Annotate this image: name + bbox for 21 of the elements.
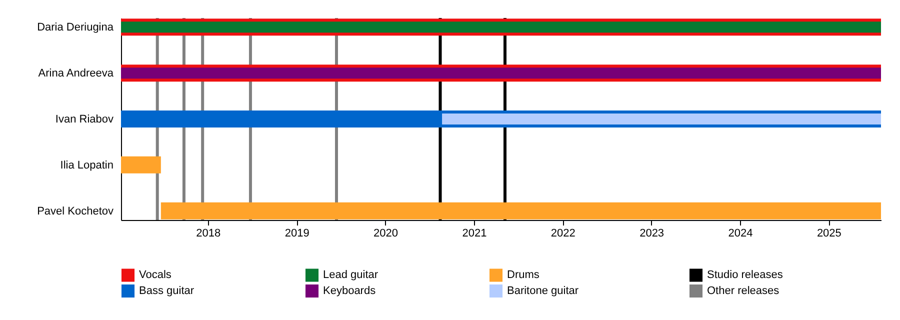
legend-label: Studio releases bbox=[707, 269, 784, 282]
x-tick-label: 2021 bbox=[462, 228, 487, 240]
x-tick-label: 2023 bbox=[640, 228, 664, 240]
y-tick-label: Ivan Riabov bbox=[55, 114, 114, 126]
y-tick-label: Arina Andreeva bbox=[38, 68, 114, 80]
x-tick-label: 2024 bbox=[728, 228, 753, 240]
x-tick-label: 2025 bbox=[816, 228, 842, 240]
y-tick-label: Daria Deriugina bbox=[37, 22, 114, 34]
legend-label: Vocals bbox=[139, 269, 172, 282]
x-tick-label: 2018 bbox=[196, 228, 221, 240]
legend-label: Baritone guitar bbox=[507, 285, 579, 297]
legend-label: Drums bbox=[507, 269, 540, 282]
legend-label: Bass guitar bbox=[139, 285, 194, 297]
legend-label: Other releases bbox=[707, 285, 780, 297]
y-tick-label: Ilia Lopatin bbox=[60, 159, 114, 172]
x-tick-label: 2022 bbox=[550, 228, 576, 240]
legend-label: Lead guitar bbox=[323, 269, 378, 282]
legend-label: Keyboards bbox=[323, 285, 376, 297]
x-tick-label: 2019 bbox=[284, 228, 310, 240]
y-tick-label: Pavel Kochetov bbox=[37, 205, 114, 218]
x-tick-label: 2020 bbox=[374, 228, 398, 240]
